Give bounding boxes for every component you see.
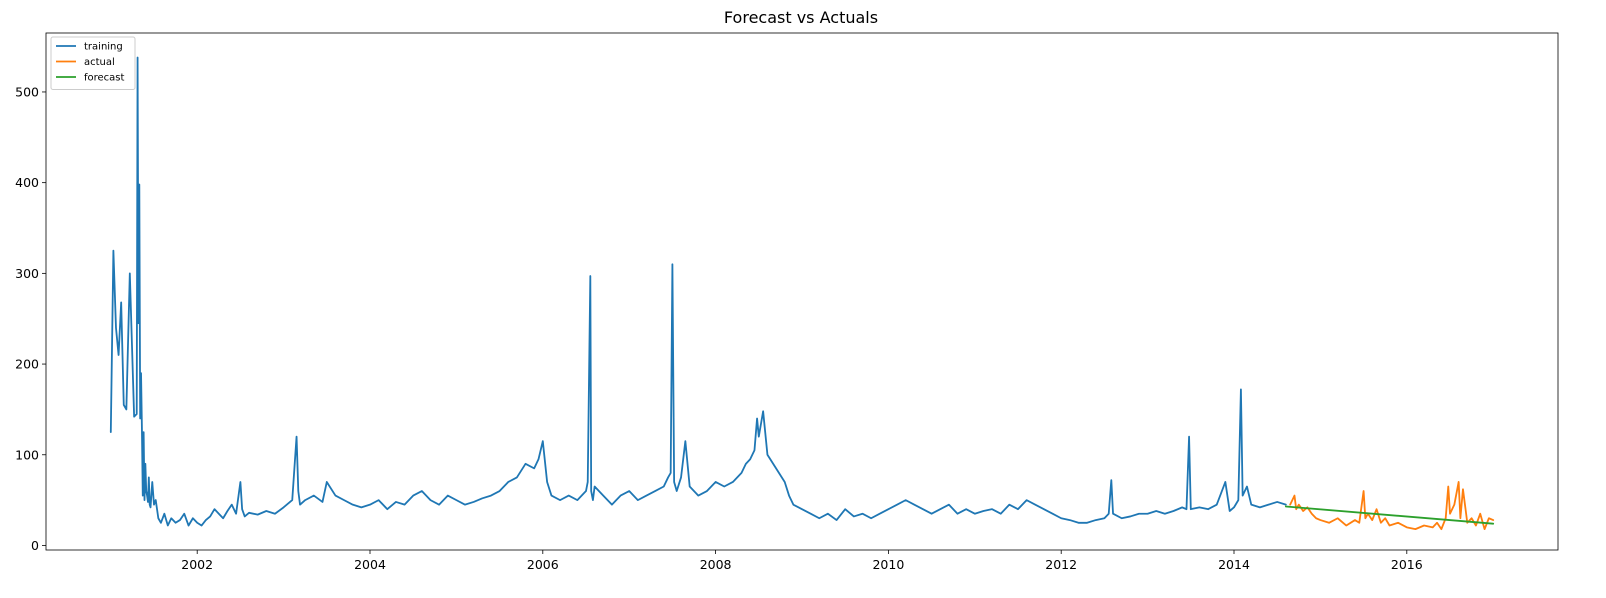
y-tick-label: 500 [15, 84, 39, 99]
x-tick-label: 2016 [1391, 557, 1423, 572]
y-tick-label: 100 [15, 447, 39, 462]
y-axis: 0 100 200 300 400 500 [15, 84, 46, 553]
chart-title: Forecast vs Actuals [724, 8, 878, 27]
y-tick-label: 0 [31, 538, 39, 553]
legend: training actual forecast [50, 36, 136, 90]
y-tick-label: 300 [15, 266, 39, 281]
y-tick-label: 200 [15, 357, 39, 372]
x-tick-label: 2006 [527, 557, 559, 572]
series-line-training [109, 56, 1287, 527]
x-tick-label: 2012 [1045, 557, 1077, 572]
x-axis: 2002 2004 2006 2008 2010 2012 2014 2016 [181, 550, 1423, 572]
plot-area [45, 32, 1559, 551]
series-line-forecast [1284, 505, 1495, 525]
series-line-actual [1289, 481, 1495, 531]
x-tick-label: 2004 [354, 557, 386, 572]
legend-label-forecast: forecast [84, 73, 125, 84]
x-tick-label: 2010 [872, 557, 904, 572]
plot-frame [45, 32, 1559, 551]
legend-label-training: training [84, 42, 123, 53]
legend-label-actual: actual [84, 57, 115, 68]
x-tick-label: 2008 [700, 557, 732, 572]
x-tick-label: 2014 [1218, 557, 1250, 572]
series-lines [109, 56, 1495, 531]
y-tick-label: 400 [15, 175, 39, 190]
x-tick-label: 2002 [181, 557, 213, 572]
